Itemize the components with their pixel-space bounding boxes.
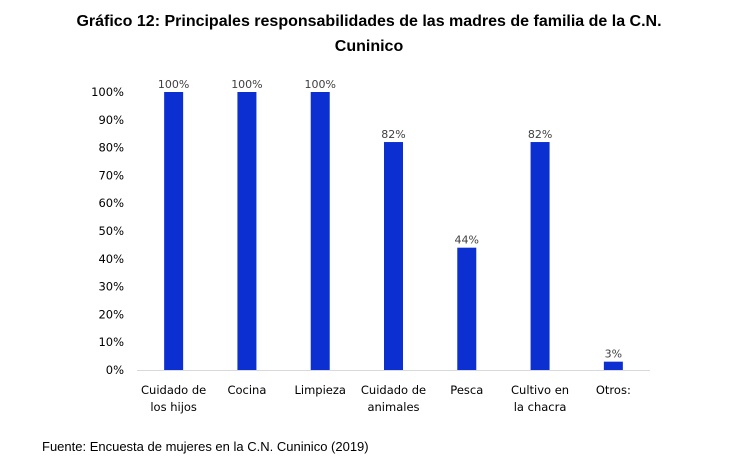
y-tick-label: 90% [98,113,124,127]
y-tick-label: 50% [98,224,124,238]
x-tick-label-line: la chacra [514,400,567,414]
data-label: 82% [528,128,552,141]
x-tick-label: Cultivo en la chacra [511,383,569,414]
x-tick-label-line: Cuidado de [361,383,426,397]
x-tick-label-line: Limpieza [294,383,345,397]
x-tick-label-line: Pesca [450,383,483,397]
x-tick-label: Limpieza [294,383,345,397]
data-label: 3% [605,348,622,361]
chart-title: Gráfico 12: Principales responsabilidade… [20,9,718,59]
x-tick-label-line: Cuidado de [141,383,206,397]
y-tick-label: 40% [98,252,124,266]
bar [457,247,477,370]
x-tick-label: Cuidado de animales [361,383,426,414]
x-tick-label-line: animales [367,400,419,414]
x-tick-label-line: Cocina [227,383,266,397]
data-label: 100% [158,78,189,91]
data-label: 100% [304,78,335,91]
x-tick-label-line: Otros: [596,383,631,397]
bar [237,92,257,370]
data-label: 82% [381,128,405,141]
x-tick-label: Otros: [596,383,631,397]
chart-title-line-1: Gráfico 12: Principales responsabilidade… [76,13,662,30]
source-note: Fuente: Encuesta de mujeres en la C.N. C… [42,439,369,454]
y-tick-label: 10% [98,335,124,349]
bar [384,142,403,370]
y-tick-label: 30% [98,280,124,294]
x-tick-label-line: los hijos [150,400,197,414]
bar [530,142,550,370]
data-label: 100% [231,78,262,91]
data-label: 44% [455,234,479,247]
x-tick-label-line: Cultivo en [511,383,569,397]
y-tick-label: 100% [91,85,124,99]
y-tick-label: 70% [98,168,124,182]
y-tick-label: 80% [98,141,124,155]
x-tick-label: Cuidado de los hijos [141,383,206,414]
chart-title-line-2: Cuninico [334,38,404,55]
bar [603,361,623,370]
y-tick-label: 60% [98,196,124,210]
bar [310,92,330,370]
bar-chart: 0% 10% 20% 30% 40% 50% 60% 70% 80% 90% 100% 100% Cui… [91,78,650,414]
y-tick-label: 0% [106,363,124,377]
x-tick-label: Cocina [227,383,266,397]
y-tick-label: 20% [98,307,124,321]
x-tick-label: Pesca [450,383,483,397]
bar [164,92,184,370]
